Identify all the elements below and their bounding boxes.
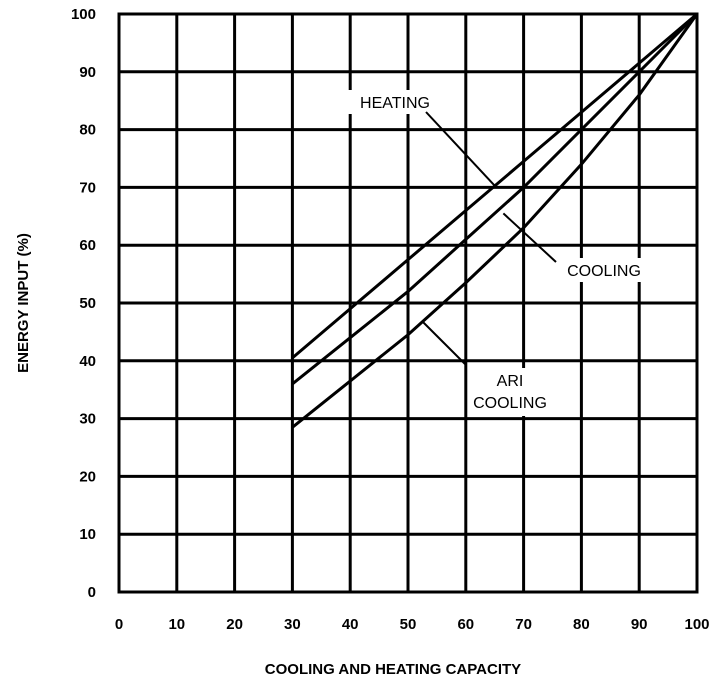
annotation-cooling: COOLING [567, 263, 641, 280]
ari-cooling-curve [291, 13, 699, 429]
y-tick-label: 0 [88, 584, 96, 601]
y-tick-labels: 0 10 20 30 40 50 60 70 80 90 100 [71, 6, 96, 601]
x-axis-title: COOLING AND HEATING CAPACITY [265, 661, 521, 678]
x-tick-label: 10 [168, 616, 185, 633]
annotation-leaders [421, 111, 557, 365]
plot-frame [117, 12, 699, 594]
annotation-leader-line [425, 111, 496, 187]
x-tick-label: 90 [631, 616, 648, 633]
annotation-heating: HEATING [360, 95, 430, 112]
annotation-background [555, 258, 653, 282]
y-tick-label: 80 [79, 122, 96, 139]
x-tick-label: 0 [115, 616, 123, 633]
annotation-leader-line [421, 320, 466, 365]
x-tick-label: 40 [342, 616, 359, 633]
x-tick-label: 100 [684, 616, 709, 633]
annotation-background [470, 368, 550, 416]
y-tick-label: 10 [79, 526, 96, 543]
x-tick-label: 60 [457, 616, 474, 633]
annotation-background [345, 90, 445, 114]
x-tick-label: 50 [400, 616, 417, 633]
y-tick-label: 90 [79, 64, 96, 81]
y-tick-label: 60 [79, 237, 96, 254]
x-tick-labels: 0 10 20 30 40 50 60 70 80 90 100 [115, 616, 710, 633]
y-tick-label: 100 [71, 6, 96, 23]
heating-curve [291, 12, 698, 360]
y-tick-label: 70 [79, 179, 96, 196]
y-tick-label: 40 [79, 353, 96, 370]
y-tick-label: 30 [79, 411, 96, 428]
y-axis-title: ENERGY INPUT (%) [15, 233, 32, 373]
y-tick-label: 50 [79, 295, 96, 312]
x-tick-label: 80 [573, 616, 590, 633]
y-tick-label: 20 [79, 468, 96, 485]
annotation-leader-line [502, 212, 557, 263]
cooling-curve [291, 12, 699, 386]
annotation-ari: ARI [497, 373, 524, 390]
x-tick-label: 70 [515, 616, 532, 633]
series-group [291, 12, 699, 429]
x-tick-label: 20 [226, 616, 243, 633]
x-tick-label: 30 [284, 616, 301, 633]
annotation-ari-cooling: COOLING [473, 395, 547, 412]
